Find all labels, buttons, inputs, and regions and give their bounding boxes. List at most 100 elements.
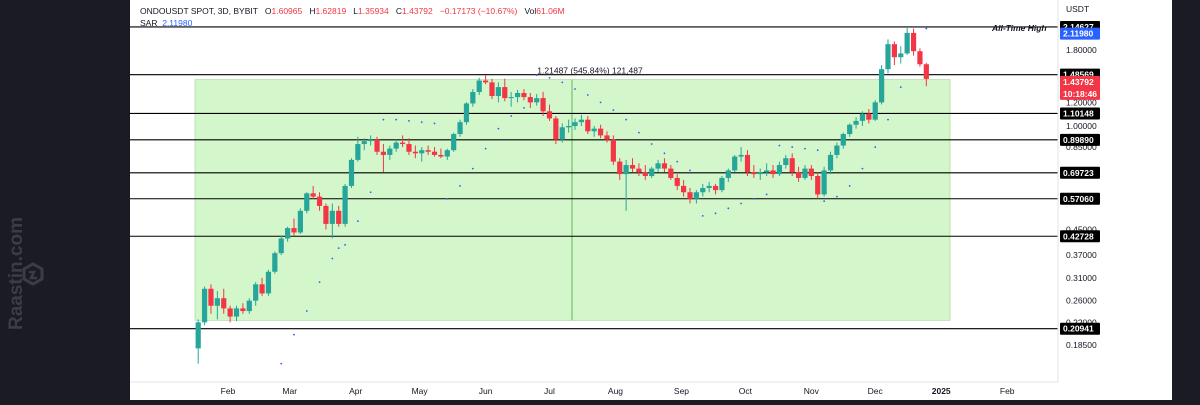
x-tick-label: Dec bbox=[868, 386, 884, 396]
legend-sar-label: SAR bbox=[140, 18, 158, 28]
level-price-tag bbox=[1060, 192, 1100, 205]
sar-dot bbox=[874, 146, 877, 148]
candle-body bbox=[898, 53, 904, 58]
candle-body bbox=[489, 82, 495, 97]
legend-sar-row: SAR 2.11980 bbox=[140, 17, 565, 29]
candle-body bbox=[406, 144, 412, 152]
candle-body bbox=[859, 113, 866, 121]
candle-body bbox=[272, 253, 278, 272]
level-price-tag bbox=[1060, 230, 1100, 243]
candle-body bbox=[610, 139, 616, 162]
x-tick-label: Jul bbox=[544, 386, 555, 396]
sar-dot bbox=[701, 214, 704, 217]
sar-dot bbox=[714, 212, 717, 215]
candle-body bbox=[751, 172, 757, 175]
candle-body bbox=[540, 98, 546, 112]
sar-dot bbox=[337, 247, 340, 249]
y-tick-label: 0.37000 bbox=[1066, 250, 1097, 260]
candle-body bbox=[457, 122, 463, 135]
sar-dot bbox=[548, 76, 551, 79]
x-tick-label: Aug bbox=[608, 386, 623, 396]
legend-open-label: O bbox=[264, 6, 272, 16]
candle-body bbox=[253, 284, 259, 301]
candle-body bbox=[521, 92, 527, 98]
sar-dot bbox=[497, 127, 500, 130]
legend-low-label: L bbox=[353, 6, 359, 16]
candle-body bbox=[342, 185, 348, 224]
sar-dot bbox=[331, 257, 334, 260]
sar-dot bbox=[280, 362, 283, 365]
candle-body bbox=[879, 69, 885, 103]
candle-body bbox=[770, 170, 776, 175]
sar-dot bbox=[625, 118, 628, 121]
candle-body bbox=[419, 150, 425, 154]
candle-body bbox=[642, 172, 648, 177]
candle-body bbox=[617, 161, 623, 175]
countdown-label: 10:18:46 bbox=[1063, 89, 1097, 99]
price-chart[interactable]: 1.21487 (545.84%) 121,487 All-Time High US… bbox=[130, 0, 1172, 400]
y-tick-label: 0.18500 bbox=[1066, 340, 1097, 350]
y-tick-label: 1.00000 bbox=[1066, 121, 1097, 131]
sar-dot bbox=[925, 27, 928, 30]
sar-dot bbox=[599, 101, 602, 104]
candle-body bbox=[668, 168, 674, 178]
x-tick-label: Feb bbox=[1000, 386, 1015, 396]
candle-body bbox=[527, 97, 533, 103]
candle-body bbox=[687, 192, 693, 199]
candle-body bbox=[451, 134, 457, 151]
chart-legend: ONDOUSDT SPOT, 3D, BYBIT O1.60965 H1.628… bbox=[140, 5, 565, 29]
candle-body bbox=[297, 210, 303, 233]
candle-body bbox=[604, 135, 610, 140]
candle-body bbox=[316, 196, 323, 206]
level-price-tag bbox=[1060, 322, 1100, 335]
sar-dot bbox=[887, 118, 889, 121]
candle-body bbox=[221, 298, 227, 309]
candle-body bbox=[387, 148, 393, 155]
candle-body bbox=[706, 185, 712, 188]
candle-body bbox=[891, 44, 897, 58]
candle-body bbox=[431, 151, 438, 155]
sar-dot bbox=[650, 143, 653, 145]
candle-body bbox=[208, 288, 214, 306]
sar-dot bbox=[471, 167, 474, 170]
sar-dot bbox=[561, 81, 564, 84]
sar-dot bbox=[752, 197, 755, 200]
sar-dot bbox=[459, 185, 461, 187]
candle-body bbox=[399, 142, 406, 145]
candle-body bbox=[534, 98, 540, 103]
candle-body bbox=[834, 145, 840, 155]
x-tick-label: Feb bbox=[221, 386, 236, 396]
sar-dot bbox=[663, 152, 666, 155]
sar-dot bbox=[823, 200, 826, 203]
candle-body bbox=[821, 170, 827, 195]
y-tick-label: 0.22000 bbox=[1066, 317, 1097, 327]
candle-body bbox=[201, 288, 208, 323]
candle-body bbox=[597, 128, 604, 136]
x-tick-label: Sep bbox=[674, 386, 689, 396]
candle-body bbox=[336, 210, 342, 224]
sar-dot bbox=[433, 122, 436, 125]
candle-body bbox=[285, 228, 291, 239]
last-price-tag-text: 1.43792 bbox=[1063, 77, 1094, 87]
candle-body bbox=[259, 284, 265, 294]
y-tick-label: 1.80000 bbox=[1066, 45, 1097, 55]
measure-label: 1.21487 (545.84%) 121,487 bbox=[537, 66, 643, 76]
chart-frame[interactable]: ONDOUSDT SPOT, 3D, BYBIT O1.60965 H1.628… bbox=[130, 0, 1172, 400]
last-price-tag bbox=[1060, 75, 1100, 100]
candle-body bbox=[438, 154, 444, 157]
candle-body bbox=[393, 142, 399, 149]
sar-dot bbox=[305, 310, 308, 312]
sar-dot bbox=[676, 160, 679, 163]
sar-dot bbox=[356, 220, 359, 223]
sar-dot bbox=[420, 121, 423, 124]
level-price-tag-text: 0.20941 bbox=[1063, 324, 1094, 334]
candle-body bbox=[304, 193, 310, 211]
candle-body bbox=[444, 150, 450, 157]
candle-body bbox=[310, 193, 316, 197]
sar-dot bbox=[765, 193, 768, 196]
candle-body bbox=[265, 271, 272, 294]
legend-vol-label: Vol bbox=[524, 6, 537, 16]
sar-dot bbox=[344, 243, 346, 246]
sar-price-tag bbox=[1060, 27, 1100, 40]
legend-sar-value: 2.11980 bbox=[162, 18, 193, 28]
